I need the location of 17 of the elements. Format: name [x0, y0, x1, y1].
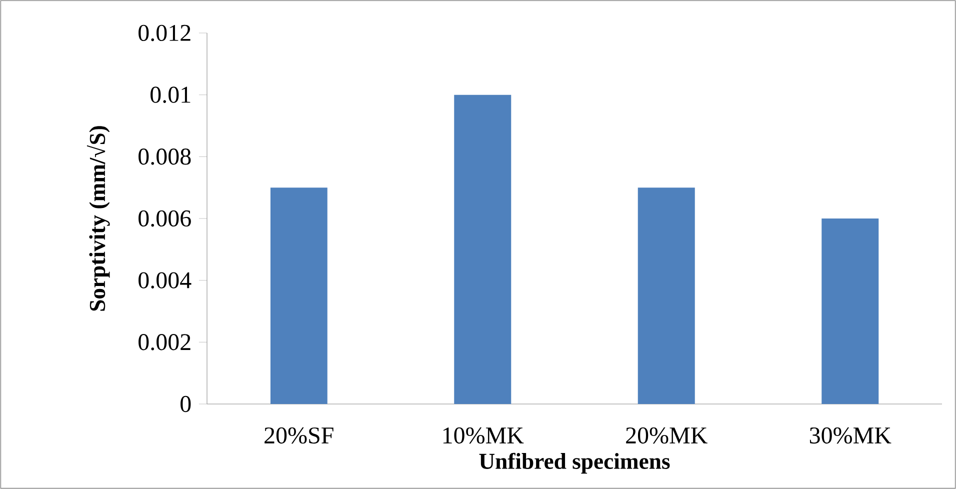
y-tick-label: 0.006: [138, 210, 191, 227]
bar: [638, 188, 695, 404]
y-tick-label: 0.01: [150, 86, 190, 103]
bar: [454, 94, 512, 404]
y-tick-label: 0.012: [138, 24, 190, 42]
x-tick-label: 10%MK: [443, 427, 524, 444]
x-tick-label: 30%MK: [810, 427, 892, 444]
y-tick-label: 0.008: [138, 148, 191, 165]
y-tick-label: 0: [180, 396, 191, 412]
y-axis-title: Sorptivity (mm/√S): [86, 126, 110, 311]
bar: [822, 218, 879, 404]
y-tick-label: 0.002: [138, 334, 190, 350]
x-tick-label: 20%MK: [626, 427, 708, 444]
bar: [270, 188, 328, 404]
y-tick-label: 0.004: [138, 272, 192, 288]
x-axis-title: Unfibred specimens: [479, 452, 670, 474]
x-tick-label: 20%SF: [264, 427, 334, 444]
